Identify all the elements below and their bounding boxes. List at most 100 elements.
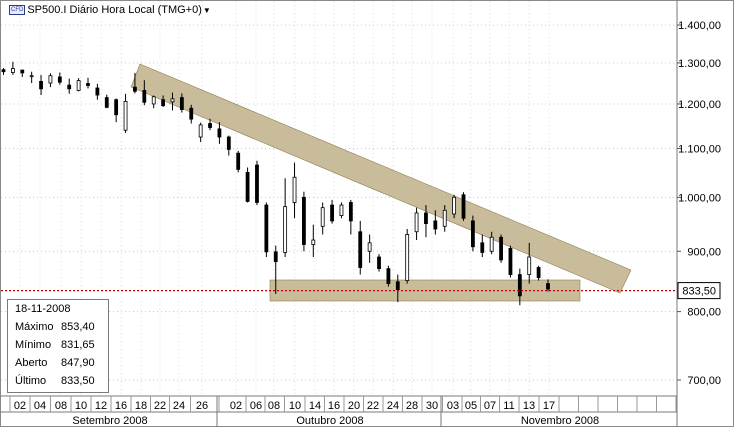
candle-body: [142, 90, 147, 103]
last-price-label: 833,50: [682, 286, 716, 298]
candle-body: [311, 239, 316, 245]
resistance-band: [130, 63, 632, 294]
candle: [283, 178, 288, 258]
candle-body: [395, 281, 400, 291]
candle-body: [10, 68, 15, 73]
candle: [161, 95, 165, 107]
day-label: 24: [387, 400, 399, 412]
candle-body: [273, 251, 278, 263]
candle: [320, 202, 325, 235]
day-label: 26: [196, 400, 208, 412]
candle: [461, 192, 466, 221]
candle: [142, 80, 147, 106]
candle: [170, 92, 175, 111]
candle-body: [189, 107, 194, 120]
candle-body: [546, 283, 550, 290]
day-label: 16: [328, 400, 340, 412]
candle: [292, 162, 297, 219]
caret-down-icon[interactable]: ▼: [202, 5, 211, 15]
candle-body: [442, 209, 447, 227]
info-value: 853,40: [61, 321, 95, 333]
candle: [414, 207, 419, 241]
candle-body: [536, 267, 541, 278]
day-label: 04: [34, 400, 46, 412]
day-label: 10: [75, 400, 87, 412]
candle: [104, 94, 109, 109]
candle: [20, 69, 25, 77]
candle: [39, 74, 43, 96]
info-value: 847,90: [61, 357, 95, 369]
candle: [189, 104, 194, 124]
candle-body: [405, 234, 410, 281]
candle: [536, 265, 541, 281]
candle: [508, 245, 513, 278]
candle: [255, 160, 259, 206]
candle: [546, 279, 550, 292]
candle: [339, 202, 344, 219]
candle: [302, 191, 306, 252]
candle-body: [339, 204, 344, 216]
candle-body: [20, 69, 25, 74]
candle-body: [208, 123, 212, 128]
day-label: 07: [484, 400, 496, 412]
last-price-marker: [677, 282, 721, 300]
candle-body: [123, 100, 128, 131]
candle-body: [245, 171, 250, 202]
day-label: 10: [289, 400, 301, 412]
candle-body: [104, 97, 109, 108]
candle: [76, 78, 81, 92]
candle: [48, 73, 53, 88]
day-label: 22: [367, 400, 379, 412]
candle: [151, 95, 156, 109]
candle-body: [161, 99, 165, 107]
day-label: 06: [250, 400, 262, 412]
candle: [95, 83, 100, 100]
candle: [217, 122, 222, 144]
price-tick-label: 1.200,00: [678, 99, 721, 111]
cfd-badge: CFD: [9, 5, 26, 15]
candle: [10, 61, 15, 75]
candle: [367, 234, 372, 263]
month-label: Setembro 2008: [72, 415, 147, 427]
candle-body: [527, 256, 532, 275]
candle: [311, 224, 316, 258]
candle: [123, 93, 128, 133]
candle: [395, 274, 400, 303]
candle: [114, 98, 119, 123]
candle-body: [499, 236, 503, 261]
candle-body: [86, 83, 90, 86]
day-label: 17: [543, 400, 555, 412]
day-label: 08: [268, 400, 280, 412]
instrument-title: SP500.I Diário Hora Local (TMG+0): [27, 4, 202, 16]
candle-body: [292, 176, 297, 203]
price-tick-label: 900,00: [687, 246, 721, 258]
candle: [330, 199, 334, 224]
day-label: 20: [348, 400, 360, 412]
candle-body: [29, 75, 34, 78]
candle: [386, 265, 391, 287]
candle: [179, 93, 184, 113]
day-label: 02: [14, 400, 26, 412]
candle-body: [489, 236, 494, 252]
candle: [442, 205, 447, 232]
candle-body: [367, 242, 372, 252]
candle-body: [114, 99, 119, 116]
candle-body: [170, 98, 175, 103]
info-label: Máximo: [15, 321, 54, 333]
candle-body: [461, 194, 466, 219]
candle: [517, 268, 522, 306]
day-label: 02: [230, 400, 242, 412]
candle-body: [386, 268, 391, 284]
candle: [405, 229, 410, 284]
candle: [358, 220, 363, 275]
price-tick-label: 700,00: [687, 375, 721, 387]
candle: [57, 72, 62, 85]
candle-body: [179, 97, 184, 110]
day-label: 14: [309, 400, 321, 412]
candle-body: [283, 206, 288, 253]
candle-body: [508, 248, 513, 275]
chart-title-bar[interactable]: CFD SP500.I Diário Hora Local (TMG+0) ▼: [9, 3, 211, 17]
candle-body: [67, 84, 72, 90]
